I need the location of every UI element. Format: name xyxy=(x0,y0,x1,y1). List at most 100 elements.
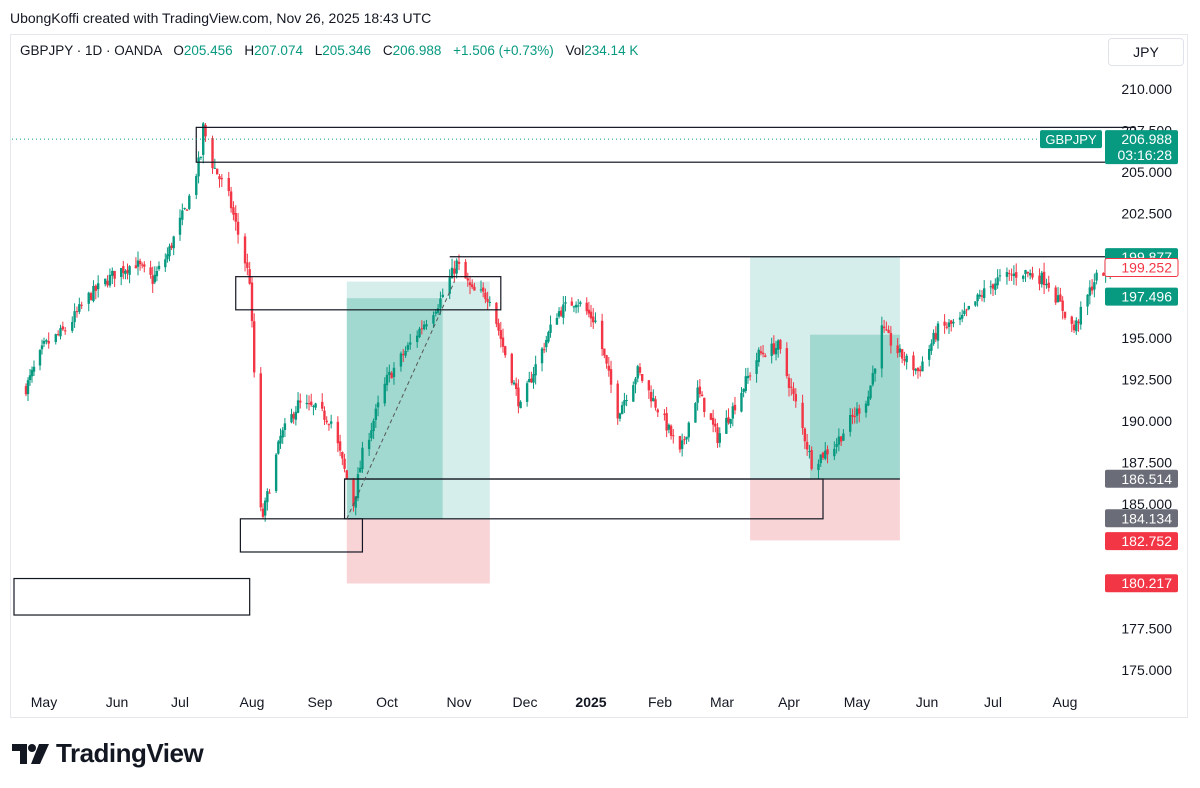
candle-body xyxy=(310,401,313,406)
candle-up xyxy=(455,258,458,279)
candle-up xyxy=(71,316,74,333)
candle-up xyxy=(488,296,491,307)
current-price-box xyxy=(1105,130,1178,165)
symbol-title[interactable]: GBPJPY · 1D · OANDA xyxy=(20,43,162,58)
candle-body xyxy=(345,470,348,480)
price-tag-box xyxy=(1105,532,1178,551)
candle-body xyxy=(638,367,642,373)
candle-body xyxy=(305,402,309,405)
candle-body xyxy=(579,302,582,305)
candle-up xyxy=(181,203,184,226)
candle-body xyxy=(178,217,182,235)
x-axis-tick-label: Apr xyxy=(778,694,800,710)
candle-body xyxy=(252,321,256,373)
candle-down xyxy=(900,348,904,364)
candle-down xyxy=(803,427,807,450)
volume-label: Vol xyxy=(565,43,585,58)
candle-down xyxy=(268,489,271,494)
x-axis-tick-label: Jul xyxy=(984,694,1002,710)
y-axis-tick-label: 210.000 xyxy=(1121,81,1172,97)
candle-body xyxy=(667,424,671,430)
candle-body xyxy=(574,304,578,308)
candle-body xyxy=(172,236,175,249)
candle-up xyxy=(263,497,267,522)
candle-body xyxy=(837,436,841,445)
candle-body xyxy=(634,378,637,385)
candle-down xyxy=(889,326,893,354)
candle-up xyxy=(864,400,868,418)
candle-up xyxy=(636,364,639,383)
candle-up xyxy=(632,381,635,403)
candle-down xyxy=(851,408,854,425)
currency-button[interactable]: JPY xyxy=(1108,38,1184,66)
candle-body xyxy=(199,156,203,158)
candle-up xyxy=(38,348,42,371)
candle-up xyxy=(742,388,745,398)
candle-up xyxy=(418,326,421,339)
candle-down xyxy=(1047,275,1050,292)
candle-up xyxy=(532,366,535,389)
candle-down xyxy=(336,416,340,453)
candle-up xyxy=(545,335,548,353)
candle-body xyxy=(824,450,827,459)
candle-down xyxy=(61,321,65,331)
candle-up xyxy=(361,441,364,473)
candle-body xyxy=(867,396,870,406)
candle-body xyxy=(45,340,48,342)
candle-body xyxy=(678,435,682,450)
candle-body xyxy=(746,375,750,379)
candle-down xyxy=(640,373,644,383)
candle-body xyxy=(703,397,706,412)
candle-down xyxy=(63,327,67,335)
candle-body xyxy=(636,366,639,379)
candle-up xyxy=(1093,273,1096,298)
candle-body xyxy=(104,278,107,285)
price-tag-label: 182.752 xyxy=(1121,533,1172,549)
candle-body xyxy=(980,295,984,297)
candle-down xyxy=(106,275,109,288)
candle-down xyxy=(1008,269,1011,281)
candle-down xyxy=(603,348,606,359)
candle-body xyxy=(359,467,362,473)
candle-body xyxy=(950,320,953,324)
candle-body xyxy=(376,402,380,408)
candle-body xyxy=(714,423,717,427)
candle-body xyxy=(517,387,520,407)
candle-body xyxy=(432,315,435,324)
candle-up xyxy=(329,414,333,429)
candle-up xyxy=(564,295,567,312)
chart-credit: UbongKoffi created with TradingView.com,… xyxy=(10,10,432,26)
candle-body xyxy=(236,221,240,235)
y-axis-tick-label: 185.000 xyxy=(1121,496,1172,512)
high-label: H xyxy=(244,43,255,58)
candle-down xyxy=(805,433,809,456)
candle-up xyxy=(905,353,908,370)
candle-up xyxy=(594,312,597,324)
y-axis-tick-label: 205.000 xyxy=(1121,164,1172,180)
candle-down xyxy=(700,391,704,397)
candle-body xyxy=(259,373,262,508)
candle-body xyxy=(905,355,908,363)
candle-up xyxy=(1095,269,1098,285)
candle-down xyxy=(515,377,518,396)
candle-body xyxy=(716,427,719,444)
candle-up xyxy=(817,459,820,480)
candle-body xyxy=(153,274,156,283)
candle-body xyxy=(296,400,300,413)
candle-body xyxy=(958,317,962,320)
candle-down xyxy=(310,393,313,407)
candle-down xyxy=(453,260,456,282)
candle-up xyxy=(1056,287,1060,303)
candle-body xyxy=(1056,295,1060,303)
candle-body xyxy=(577,305,580,307)
candle-body xyxy=(885,329,888,331)
candle-body xyxy=(1077,321,1080,323)
candle-body xyxy=(441,294,444,297)
candle-down xyxy=(292,411,295,424)
price-tag-label: 180.217 xyxy=(1121,575,1172,591)
close-value: 206.988 xyxy=(392,43,442,58)
candle-up xyxy=(45,338,48,345)
candle-up xyxy=(78,297,81,315)
candle-down xyxy=(246,253,249,276)
